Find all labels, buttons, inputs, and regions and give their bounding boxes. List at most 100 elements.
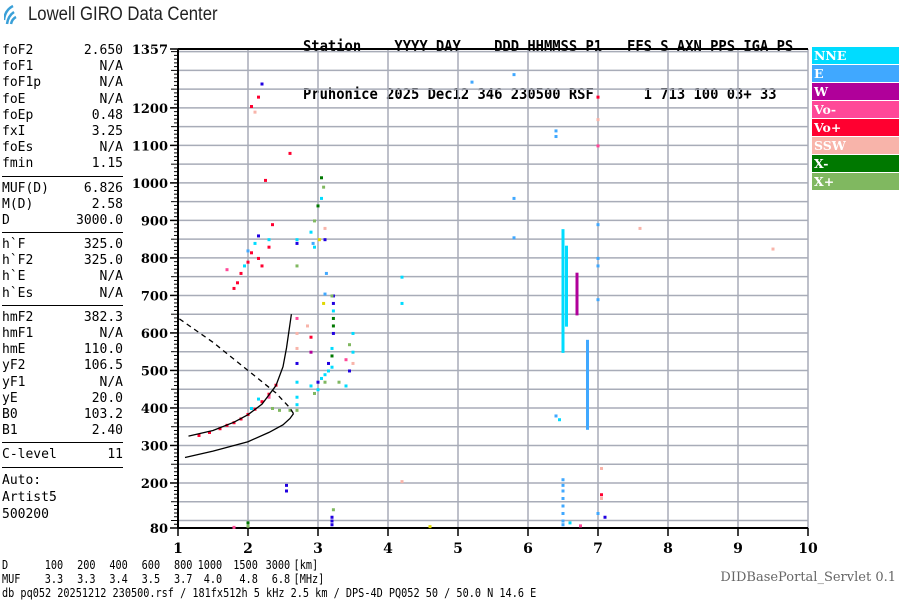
echo-point	[257, 95, 260, 99]
param-row: h`Es N/A	[2, 286, 123, 302]
param-value: 2.650	[83, 43, 123, 58]
echo-point	[586, 409, 589, 412]
echo-point	[565, 289, 568, 292]
param-value: N/A	[99, 59, 123, 75]
x-tick-label: 3	[313, 541, 323, 557]
param-row: fmin 1.15	[2, 156, 123, 172]
echo-point	[331, 309, 335, 313]
echo-point	[586, 345, 589, 348]
echo-point	[561, 280, 565, 284]
echo-point	[586, 427, 589, 430]
echo-point	[565, 262, 568, 265]
echo-point	[586, 375, 589, 379]
echo-point	[596, 223, 600, 227]
y-tick-label: 1357	[132, 43, 168, 58]
echo-point	[512, 236, 516, 240]
param-value: 325.0	[83, 253, 123, 269]
legend-item-ssw: SSW	[812, 137, 899, 154]
echo-point	[575, 307, 579, 310]
muf-row: MUF 3.3 3.3 3.4 3.5 3.7 4.0 4.8 6.8 [MHz]	[2, 572, 324, 586]
autoscaling-info: 500200	[2, 506, 49, 522]
autoscaling-info: Artist5	[2, 489, 57, 505]
echo-point	[565, 291, 568, 295]
echo-point	[278, 408, 281, 412]
echo-point	[586, 401, 589, 404]
echo-point	[561, 350, 565, 353]
echo-point	[561, 297, 565, 301]
echo-point	[271, 223, 274, 227]
echo-point	[575, 296, 579, 299]
echo-point	[586, 382, 589, 385]
param-value: N/A	[99, 140, 123, 156]
echo-point	[295, 331, 299, 335]
echo-point	[565, 298, 568, 301]
echo-point	[575, 288, 579, 291]
echo-point	[344, 384, 348, 388]
echo-point	[561, 345, 565, 348]
param-row: h`E N/A	[2, 269, 123, 285]
echo-point	[565, 264, 568, 268]
echo-point	[271, 406, 274, 410]
echo-point	[586, 381, 589, 384]
echo-point	[565, 274, 568, 278]
echo-point	[586, 399, 589, 402]
echo-point	[561, 337, 565, 340]
echo-point	[351, 361, 355, 365]
echo-point	[565, 251, 568, 254]
echo-point	[565, 280, 568, 283]
echo-point	[561, 256, 565, 259]
echo-point	[257, 234, 260, 238]
echo-point	[554, 135, 558, 139]
echo-point	[561, 271, 565, 275]
echo-point	[575, 272, 579, 275]
echo-point	[575, 295, 579, 298]
echo-point	[561, 267, 565, 270]
echo-point	[260, 400, 264, 404]
echo-point	[586, 421, 589, 425]
echo-point	[596, 511, 600, 515]
param-row: fxI 3.25	[2, 124, 123, 140]
echo-point	[561, 242, 565, 245]
echo-point	[295, 380, 299, 384]
echo-point	[575, 287, 579, 290]
muf-value: 3.7	[173, 572, 193, 586]
echo-point	[561, 329, 565, 332]
param-value: 325.0	[83, 237, 123, 253]
echo-point	[575, 294, 579, 297]
echo-point	[561, 327, 565, 330]
param-value: 2.40	[91, 423, 123, 439]
echo-point	[330, 354, 334, 358]
muf-label: MUF	[2, 572, 21, 586]
echo-point	[295, 403, 299, 407]
echo-point	[561, 343, 565, 347]
echo-point	[565, 252, 568, 255]
param-value: 382.3	[83, 309, 123, 325]
echo-point	[561, 496, 565, 500]
echo-point	[565, 316, 568, 319]
echo-point	[565, 259, 568, 262]
echo-point	[288, 151, 292, 155]
echo-point	[561, 266, 565, 269]
echo-point	[561, 483, 565, 487]
echo-point	[568, 521, 572, 525]
echo-point	[586, 364, 589, 367]
echo-point	[586, 402, 589, 406]
echo-point	[348, 369, 351, 373]
echo-point	[565, 299, 568, 302]
echo-point	[331, 508, 335, 512]
echo-point	[586, 425, 589, 428]
echo-point	[295, 238, 299, 242]
echo-point	[565, 318, 568, 322]
echo-point	[561, 348, 565, 351]
echo-point	[561, 305, 565, 308]
muf-unit: [MHz]	[293, 572, 325, 586]
echo-point	[565, 254, 568, 257]
echo-point	[323, 238, 327, 242]
echo-point	[561, 260, 565, 263]
echo-point	[575, 289, 579, 292]
param-label: foF1p	[2, 75, 42, 91]
echo-point	[586, 344, 589, 347]
echo-point	[253, 110, 257, 114]
echo-point	[565, 273, 568, 277]
echo-point	[561, 323, 565, 326]
